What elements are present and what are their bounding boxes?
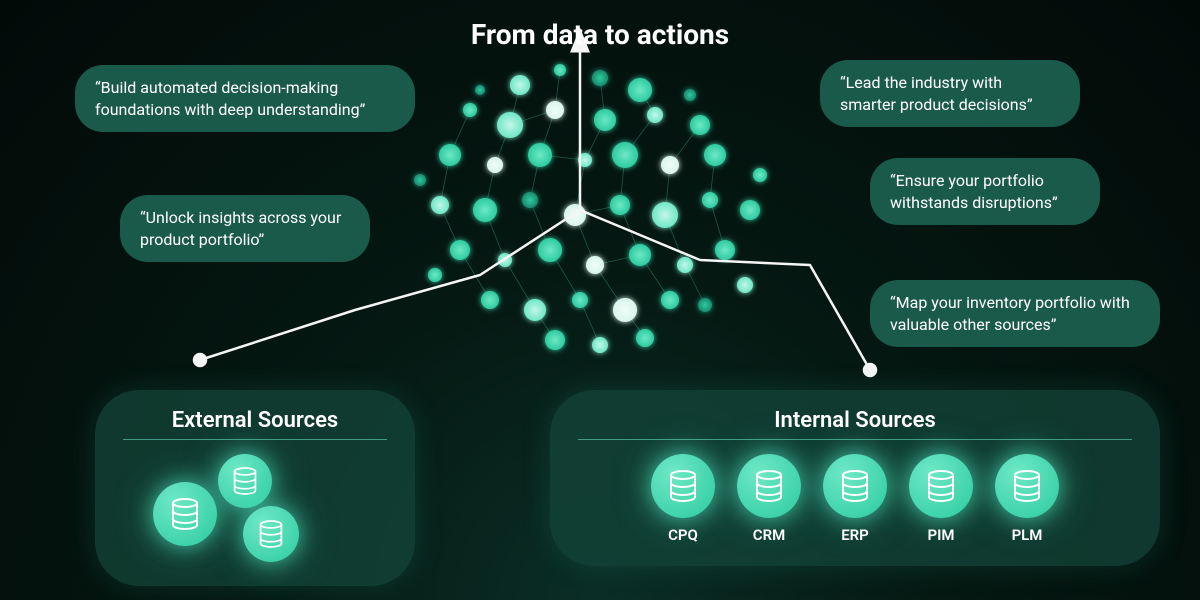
- internal-db-row: CPQ CRM ERP PIM PLM: [578, 454, 1132, 544]
- network-node: [698, 298, 712, 312]
- db-label: PIM: [927, 526, 954, 544]
- network-node: [481, 291, 499, 309]
- external-db-cluster: [123, 454, 323, 564]
- network-node: [684, 89, 696, 101]
- network-node: [439, 144, 461, 166]
- internal-db-item: CPQ: [651, 454, 715, 544]
- network-node: [628, 78, 652, 102]
- network-node: [428, 268, 442, 282]
- network-node: [737, 277, 753, 293]
- network-node: [647, 107, 663, 123]
- network-node: [592, 70, 608, 86]
- database-icon: [218, 454, 272, 508]
- network-node: [473, 198, 497, 222]
- network-node: [554, 64, 566, 76]
- database-icon: [995, 454, 1059, 518]
- network-node: [753, 168, 767, 182]
- network-node: [612, 142, 638, 168]
- quote-bubble: “Lead the industry with smarter product …: [820, 60, 1080, 127]
- internal-db-item: PIM: [909, 454, 973, 544]
- quote-bubble: “Build automated decision-making foundat…: [75, 65, 415, 132]
- network-node: [652, 202, 678, 228]
- network-node: [661, 156, 679, 174]
- internal-sources-panel: Internal Sources CPQ CRM ERP PIM PLM: [550, 390, 1160, 566]
- network-node: [594, 109, 616, 131]
- network-node: [545, 330, 565, 350]
- network-node: [497, 112, 523, 138]
- network-node: [498, 253, 512, 267]
- internal-sources-title: Internal Sources: [578, 408, 1132, 440]
- network-node: [510, 75, 530, 95]
- network-node: [475, 85, 485, 95]
- database-icon: [651, 454, 715, 518]
- db-label: ERP: [841, 526, 869, 544]
- network-node: [613, 298, 637, 322]
- quote-bubble: “Map your inventory portfolio with valua…: [870, 280, 1160, 347]
- network-node: [740, 200, 760, 220]
- external-sources-title: External Sources: [123, 408, 387, 440]
- network-node: [572, 292, 588, 308]
- network-node: [715, 240, 735, 260]
- network-node: [524, 299, 546, 321]
- database-icon: [909, 454, 973, 518]
- internal-db-item: CRM: [737, 454, 801, 544]
- network-node: [564, 204, 586, 226]
- db-label: CPQ: [668, 526, 698, 544]
- db-label: CRM: [753, 526, 785, 544]
- internal-db-item: ERP: [823, 454, 887, 544]
- page-title: From data to actions: [471, 18, 729, 51]
- network-node: [528, 143, 552, 167]
- quote-bubble: “Ensure your portfolio withstands disrup…: [870, 158, 1100, 225]
- network-node: [677, 257, 693, 273]
- network-node: [610, 195, 630, 215]
- network-node: [586, 256, 604, 274]
- network-node: [538, 238, 562, 262]
- quote-bubble: “Unlock insights across your product por…: [120, 195, 370, 262]
- network-node: [636, 329, 654, 347]
- network-node: [702, 192, 718, 208]
- network-node: [629, 244, 651, 266]
- network-node: [522, 192, 538, 208]
- database-icon: [243, 506, 299, 562]
- network-node: [487, 157, 503, 173]
- network-node: [690, 115, 710, 135]
- network-node: [592, 337, 608, 353]
- network-node: [661, 291, 679, 309]
- external-sources-panel: External Sources: [95, 390, 415, 586]
- network-node: [546, 101, 564, 119]
- network-node: [578, 153, 592, 167]
- network-node: [450, 240, 470, 260]
- internal-db-item: PLM: [995, 454, 1059, 544]
- database-icon: [737, 454, 801, 518]
- network-node: [414, 174, 426, 186]
- network-node: [704, 144, 726, 166]
- network-node: [431, 196, 449, 214]
- db-label: PLM: [1012, 526, 1043, 544]
- database-icon: [153, 482, 217, 546]
- network-node: [463, 103, 477, 117]
- database-icon: [823, 454, 887, 518]
